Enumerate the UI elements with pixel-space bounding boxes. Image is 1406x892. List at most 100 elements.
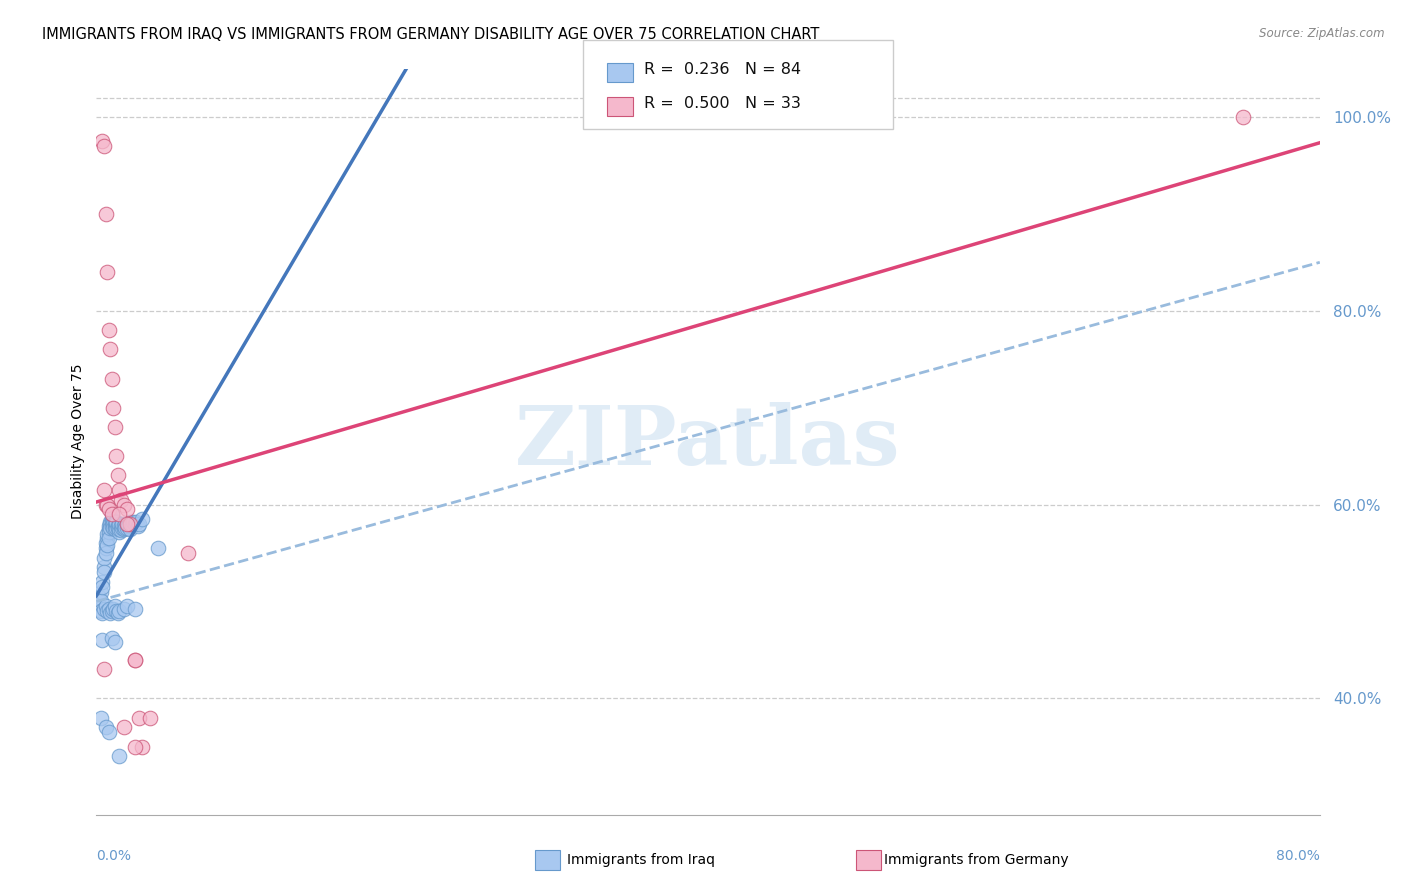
- Point: [91, 633, 114, 648]
- Point: [108, 522, 131, 536]
- Point: [124, 739, 146, 754]
- Point: [108, 749, 131, 764]
- Point: [98, 521, 121, 535]
- Text: Immigrants from Germany: Immigrants from Germany: [884, 853, 1069, 867]
- Point: [100, 507, 122, 521]
- Point: [94, 599, 117, 614]
- Text: 0.0%: 0.0%: [97, 849, 131, 863]
- Point: [115, 502, 138, 516]
- Point: [97, 502, 120, 516]
- Point: [118, 522, 141, 536]
- Point: [112, 522, 135, 536]
- Point: [105, 521, 128, 535]
- Point: [108, 524, 131, 539]
- Point: [97, 323, 120, 337]
- Point: [105, 449, 128, 463]
- Point: [98, 516, 121, 531]
- Point: [1232, 110, 1254, 124]
- Point: [114, 516, 136, 531]
- Point: [96, 604, 118, 618]
- Point: [117, 516, 139, 531]
- Point: [100, 507, 122, 521]
- Point: [91, 580, 114, 594]
- Point: [104, 522, 127, 536]
- Point: [110, 492, 132, 507]
- Point: [97, 518, 120, 533]
- Point: [97, 524, 120, 539]
- Point: [108, 483, 131, 497]
- Point: [101, 516, 124, 531]
- Point: [112, 518, 135, 533]
- Point: [93, 662, 115, 676]
- Point: [107, 521, 129, 535]
- Point: [104, 518, 127, 533]
- Point: [124, 652, 146, 666]
- Point: [91, 606, 114, 620]
- Point: [107, 468, 129, 483]
- Point: [101, 401, 124, 415]
- Point: [97, 532, 120, 546]
- Point: [105, 516, 128, 531]
- Point: [89, 590, 111, 604]
- Point: [115, 599, 138, 614]
- Text: Immigrants from Iraq: Immigrants from Iraq: [568, 853, 716, 867]
- Point: [91, 134, 114, 148]
- Point: [118, 516, 141, 531]
- Point: [101, 602, 124, 616]
- Point: [104, 420, 127, 434]
- Point: [93, 602, 115, 616]
- Point: [121, 516, 143, 531]
- Point: [94, 541, 117, 555]
- Point: [114, 521, 136, 535]
- Point: [101, 521, 124, 535]
- Point: [94, 498, 117, 512]
- Point: [115, 516, 138, 531]
- Point: [90, 584, 112, 599]
- Point: [127, 518, 149, 533]
- Point: [112, 720, 135, 734]
- Point: [124, 652, 146, 666]
- Text: ZIPatlas: ZIPatlas: [516, 401, 901, 482]
- Point: [93, 550, 115, 565]
- Point: [104, 599, 127, 614]
- Point: [124, 602, 146, 616]
- Point: [131, 512, 153, 526]
- Point: [105, 515, 128, 529]
- Point: [118, 515, 141, 529]
- Point: [94, 720, 117, 734]
- Point: [100, 371, 122, 385]
- Text: IMMIGRANTS FROM IRAQ VS IMMIGRANTS FROM GERMANY DISABILITY AGE OVER 75 CORRELATI: IMMIGRANTS FROM IRAQ VS IMMIGRANTS FROM …: [42, 27, 820, 42]
- Y-axis label: Disability Age Over 75: Disability Age Over 75: [72, 364, 86, 519]
- Point: [146, 541, 169, 555]
- Point: [90, 604, 112, 618]
- Point: [111, 521, 134, 535]
- Point: [110, 518, 132, 533]
- Point: [100, 515, 122, 529]
- Point: [117, 518, 139, 533]
- Point: [122, 515, 145, 529]
- Point: [100, 518, 122, 533]
- Point: [97, 602, 120, 616]
- Point: [96, 532, 118, 546]
- Point: [108, 507, 131, 521]
- Point: [100, 631, 122, 645]
- Point: [93, 483, 115, 497]
- Point: [91, 574, 114, 589]
- Point: [97, 522, 120, 536]
- Point: [104, 515, 127, 529]
- Point: [101, 514, 124, 528]
- Point: [105, 604, 128, 618]
- Point: [97, 725, 120, 739]
- Point: [124, 516, 146, 531]
- Point: [96, 538, 118, 552]
- Point: [94, 536, 117, 550]
- Point: [110, 523, 132, 537]
- Point: [96, 526, 118, 541]
- Point: [112, 498, 135, 512]
- Point: [96, 265, 118, 279]
- Point: [98, 515, 121, 529]
- Point: [93, 566, 115, 580]
- Text: 80.0%: 80.0%: [1275, 849, 1320, 863]
- Point: [93, 139, 115, 153]
- Point: [107, 518, 129, 533]
